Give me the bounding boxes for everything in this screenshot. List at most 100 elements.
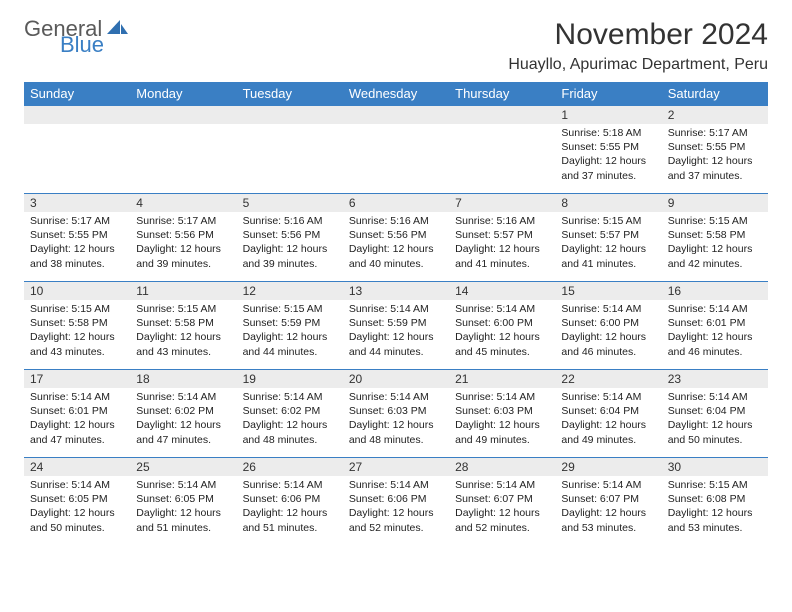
day-number: 30 <box>662 458 768 476</box>
calendar-day-cell: 28Sunrise: 5:14 AMSunset: 6:07 PMDayligh… <box>449 458 555 546</box>
day-number: 23 <box>662 370 768 388</box>
day-number: 2 <box>662 106 768 124</box>
day-details: Sunrise: 5:15 AMSunset: 5:57 PMDaylight:… <box>555 212 661 275</box>
calendar-day-cell: 8Sunrise: 5:15 AMSunset: 5:57 PMDaylight… <box>555 194 661 282</box>
day-number <box>343 106 449 124</box>
day-details: Sunrise: 5:14 AMSunset: 6:02 PMDaylight:… <box>237 388 343 451</box>
day-number: 16 <box>662 282 768 300</box>
day-details: Sunrise: 5:15 AMSunset: 5:58 PMDaylight:… <box>662 212 768 275</box>
calendar-day-cell: 17Sunrise: 5:14 AMSunset: 6:01 PMDayligh… <box>24 370 130 458</box>
header: General Blue November 2024 Huayllo, Apur… <box>24 18 768 74</box>
calendar-day-cell <box>237 106 343 194</box>
day-number <box>24 106 130 124</box>
calendar-week-row: 24Sunrise: 5:14 AMSunset: 6:05 PMDayligh… <box>24 458 768 546</box>
day-details: Sunrise: 5:18 AMSunset: 5:55 PMDaylight:… <box>555 124 661 187</box>
calendar-day-cell: 10Sunrise: 5:15 AMSunset: 5:58 PMDayligh… <box>24 282 130 370</box>
day-details: Sunrise: 5:14 AMSunset: 6:07 PMDaylight:… <box>555 476 661 539</box>
day-number: 5 <box>237 194 343 212</box>
weekday-header: Tuesday <box>237 82 343 106</box>
day-details: Sunrise: 5:14 AMSunset: 6:00 PMDaylight:… <box>555 300 661 363</box>
calendar-day-cell: 6Sunrise: 5:16 AMSunset: 5:56 PMDaylight… <box>343 194 449 282</box>
day-number: 24 <box>24 458 130 476</box>
day-number: 6 <box>343 194 449 212</box>
calendar-day-cell <box>130 106 236 194</box>
day-details: Sunrise: 5:14 AMSunset: 6:03 PMDaylight:… <box>449 388 555 451</box>
day-number: 20 <box>343 370 449 388</box>
title-block: November 2024 Huayllo, Apurimac Departme… <box>508 18 768 74</box>
location-subtitle: Huayllo, Apurimac Department, Peru <box>508 56 768 74</box>
day-number: 9 <box>662 194 768 212</box>
calendar-day-cell: 1Sunrise: 5:18 AMSunset: 5:55 PMDaylight… <box>555 106 661 194</box>
weekday-header: Friday <box>555 82 661 106</box>
day-details: Sunrise: 5:14 AMSunset: 6:04 PMDaylight:… <box>662 388 768 451</box>
day-number: 28 <box>449 458 555 476</box>
calendar-day-cell: 18Sunrise: 5:14 AMSunset: 6:02 PMDayligh… <box>130 370 236 458</box>
calendar-day-cell: 16Sunrise: 5:14 AMSunset: 6:01 PMDayligh… <box>662 282 768 370</box>
day-number: 8 <box>555 194 661 212</box>
calendar-day-cell: 29Sunrise: 5:14 AMSunset: 6:07 PMDayligh… <box>555 458 661 546</box>
day-details: Sunrise: 5:14 AMSunset: 6:03 PMDaylight:… <box>343 388 449 451</box>
calendar-table: Sunday Monday Tuesday Wednesday Thursday… <box>24 82 768 546</box>
calendar-week-row: 17Sunrise: 5:14 AMSunset: 6:01 PMDayligh… <box>24 370 768 458</box>
day-number: 7 <box>449 194 555 212</box>
day-number <box>130 106 236 124</box>
day-details: Sunrise: 5:14 AMSunset: 6:05 PMDaylight:… <box>130 476 236 539</box>
day-details: Sunrise: 5:14 AMSunset: 6:01 PMDaylight:… <box>24 388 130 451</box>
weekday-header: Thursday <box>449 82 555 106</box>
day-details: Sunrise: 5:16 AMSunset: 5:56 PMDaylight:… <box>343 212 449 275</box>
day-details: Sunrise: 5:14 AMSunset: 6:00 PMDaylight:… <box>449 300 555 363</box>
calendar-day-cell: 24Sunrise: 5:14 AMSunset: 6:05 PMDayligh… <box>24 458 130 546</box>
calendar-day-cell <box>449 106 555 194</box>
day-details: Sunrise: 5:15 AMSunset: 6:08 PMDaylight:… <box>662 476 768 539</box>
day-details: Sunrise: 5:17 AMSunset: 5:55 PMDaylight:… <box>24 212 130 275</box>
day-number: 26 <box>237 458 343 476</box>
calendar-day-cell: 3Sunrise: 5:17 AMSunset: 5:55 PMDaylight… <box>24 194 130 282</box>
day-number: 21 <box>449 370 555 388</box>
day-details: Sunrise: 5:14 AMSunset: 6:05 PMDaylight:… <box>24 476 130 539</box>
day-number <box>237 106 343 124</box>
calendar-week-row: 1Sunrise: 5:18 AMSunset: 5:55 PMDaylight… <box>24 106 768 194</box>
day-details: Sunrise: 5:17 AMSunset: 5:55 PMDaylight:… <box>662 124 768 187</box>
day-number: 25 <box>130 458 236 476</box>
calendar-day-cell: 25Sunrise: 5:14 AMSunset: 6:05 PMDayligh… <box>130 458 236 546</box>
weekday-header: Wednesday <box>343 82 449 106</box>
day-number: 4 <box>130 194 236 212</box>
calendar-day-cell: 27Sunrise: 5:14 AMSunset: 6:06 PMDayligh… <box>343 458 449 546</box>
calendar-day-cell: 7Sunrise: 5:16 AMSunset: 5:57 PMDaylight… <box>449 194 555 282</box>
calendar-day-cell: 19Sunrise: 5:14 AMSunset: 6:02 PMDayligh… <box>237 370 343 458</box>
day-details: Sunrise: 5:14 AMSunset: 6:06 PMDaylight:… <box>237 476 343 539</box>
day-details: Sunrise: 5:15 AMSunset: 5:59 PMDaylight:… <box>237 300 343 363</box>
day-details: Sunrise: 5:17 AMSunset: 5:56 PMDaylight:… <box>130 212 236 275</box>
month-title: November 2024 <box>508 18 768 52</box>
day-number: 13 <box>343 282 449 300</box>
day-details: Sunrise: 5:15 AMSunset: 5:58 PMDaylight:… <box>24 300 130 363</box>
calendar-day-cell: 21Sunrise: 5:14 AMSunset: 6:03 PMDayligh… <box>449 370 555 458</box>
calendar-day-cell: 4Sunrise: 5:17 AMSunset: 5:56 PMDaylight… <box>130 194 236 282</box>
calendar-day-cell <box>24 106 130 194</box>
day-number: 22 <box>555 370 661 388</box>
calendar-day-cell <box>343 106 449 194</box>
day-number <box>449 106 555 124</box>
weekday-header-row: Sunday Monday Tuesday Wednesday Thursday… <box>24 82 768 106</box>
weekday-header: Sunday <box>24 82 130 106</box>
calendar-day-cell: 23Sunrise: 5:14 AMSunset: 6:04 PMDayligh… <box>662 370 768 458</box>
day-details: Sunrise: 5:14 AMSunset: 6:01 PMDaylight:… <box>662 300 768 363</box>
day-number: 15 <box>555 282 661 300</box>
brand-line2: Blue <box>60 34 129 56</box>
calendar-day-cell: 26Sunrise: 5:14 AMSunset: 6:06 PMDayligh… <box>237 458 343 546</box>
calendar-day-cell: 9Sunrise: 5:15 AMSunset: 5:58 PMDaylight… <box>662 194 768 282</box>
weekday-header: Saturday <box>662 82 768 106</box>
day-number: 3 <box>24 194 130 212</box>
calendar-day-cell: 12Sunrise: 5:15 AMSunset: 5:59 PMDayligh… <box>237 282 343 370</box>
calendar-week-row: 10Sunrise: 5:15 AMSunset: 5:58 PMDayligh… <box>24 282 768 370</box>
day-details: Sunrise: 5:14 AMSunset: 6:07 PMDaylight:… <box>449 476 555 539</box>
day-number: 29 <box>555 458 661 476</box>
day-details: Sunrise: 5:16 AMSunset: 5:57 PMDaylight:… <box>449 212 555 275</box>
day-number: 18 <box>130 370 236 388</box>
brand-logo: General Blue <box>24 18 129 56</box>
day-details: Sunrise: 5:14 AMSunset: 6:06 PMDaylight:… <box>343 476 449 539</box>
day-details: Sunrise: 5:14 AMSunset: 6:02 PMDaylight:… <box>130 388 236 451</box>
calendar-day-cell: 14Sunrise: 5:14 AMSunset: 6:00 PMDayligh… <box>449 282 555 370</box>
calendar-day-cell: 20Sunrise: 5:14 AMSunset: 6:03 PMDayligh… <box>343 370 449 458</box>
calendar-day-cell: 22Sunrise: 5:14 AMSunset: 6:04 PMDayligh… <box>555 370 661 458</box>
